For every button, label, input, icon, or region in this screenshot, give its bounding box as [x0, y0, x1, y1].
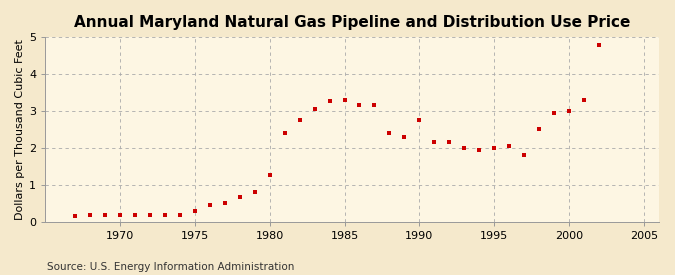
Point: [564, 109, 574, 113]
Point: [324, 99, 335, 104]
Point: [354, 103, 365, 107]
Point: [489, 145, 500, 150]
Point: [444, 140, 455, 144]
Point: [279, 131, 290, 135]
Point: [474, 147, 485, 152]
Point: [100, 213, 111, 218]
Point: [219, 201, 230, 205]
Text: Source: U.S. Energy Information Administration: Source: U.S. Energy Information Administ…: [47, 262, 294, 272]
Point: [369, 103, 380, 107]
Point: [578, 98, 589, 103]
Point: [549, 110, 560, 115]
Point: [85, 213, 96, 218]
Point: [144, 213, 155, 218]
Point: [593, 43, 604, 47]
Point: [518, 153, 529, 157]
Point: [175, 213, 186, 217]
Point: [459, 145, 470, 150]
Point: [159, 213, 170, 217]
Point: [130, 213, 140, 218]
Y-axis label: Dollars per Thousand Cubic Feet: Dollars per Thousand Cubic Feet: [15, 39, 25, 220]
Point: [294, 118, 305, 122]
Point: [399, 134, 410, 139]
Point: [115, 213, 126, 218]
Point: [70, 214, 80, 218]
Point: [234, 195, 245, 199]
Point: [384, 131, 395, 135]
Point: [429, 140, 439, 144]
Point: [190, 209, 200, 214]
Title: Annual Maryland Natural Gas Pipeline and Distribution Use Price: Annual Maryland Natural Gas Pipeline and…: [74, 15, 630, 30]
Point: [249, 190, 260, 194]
Point: [339, 97, 350, 102]
Point: [504, 144, 514, 148]
Point: [309, 107, 320, 111]
Point: [414, 118, 425, 122]
Point: [534, 127, 545, 131]
Point: [265, 173, 275, 178]
Point: [205, 203, 215, 207]
